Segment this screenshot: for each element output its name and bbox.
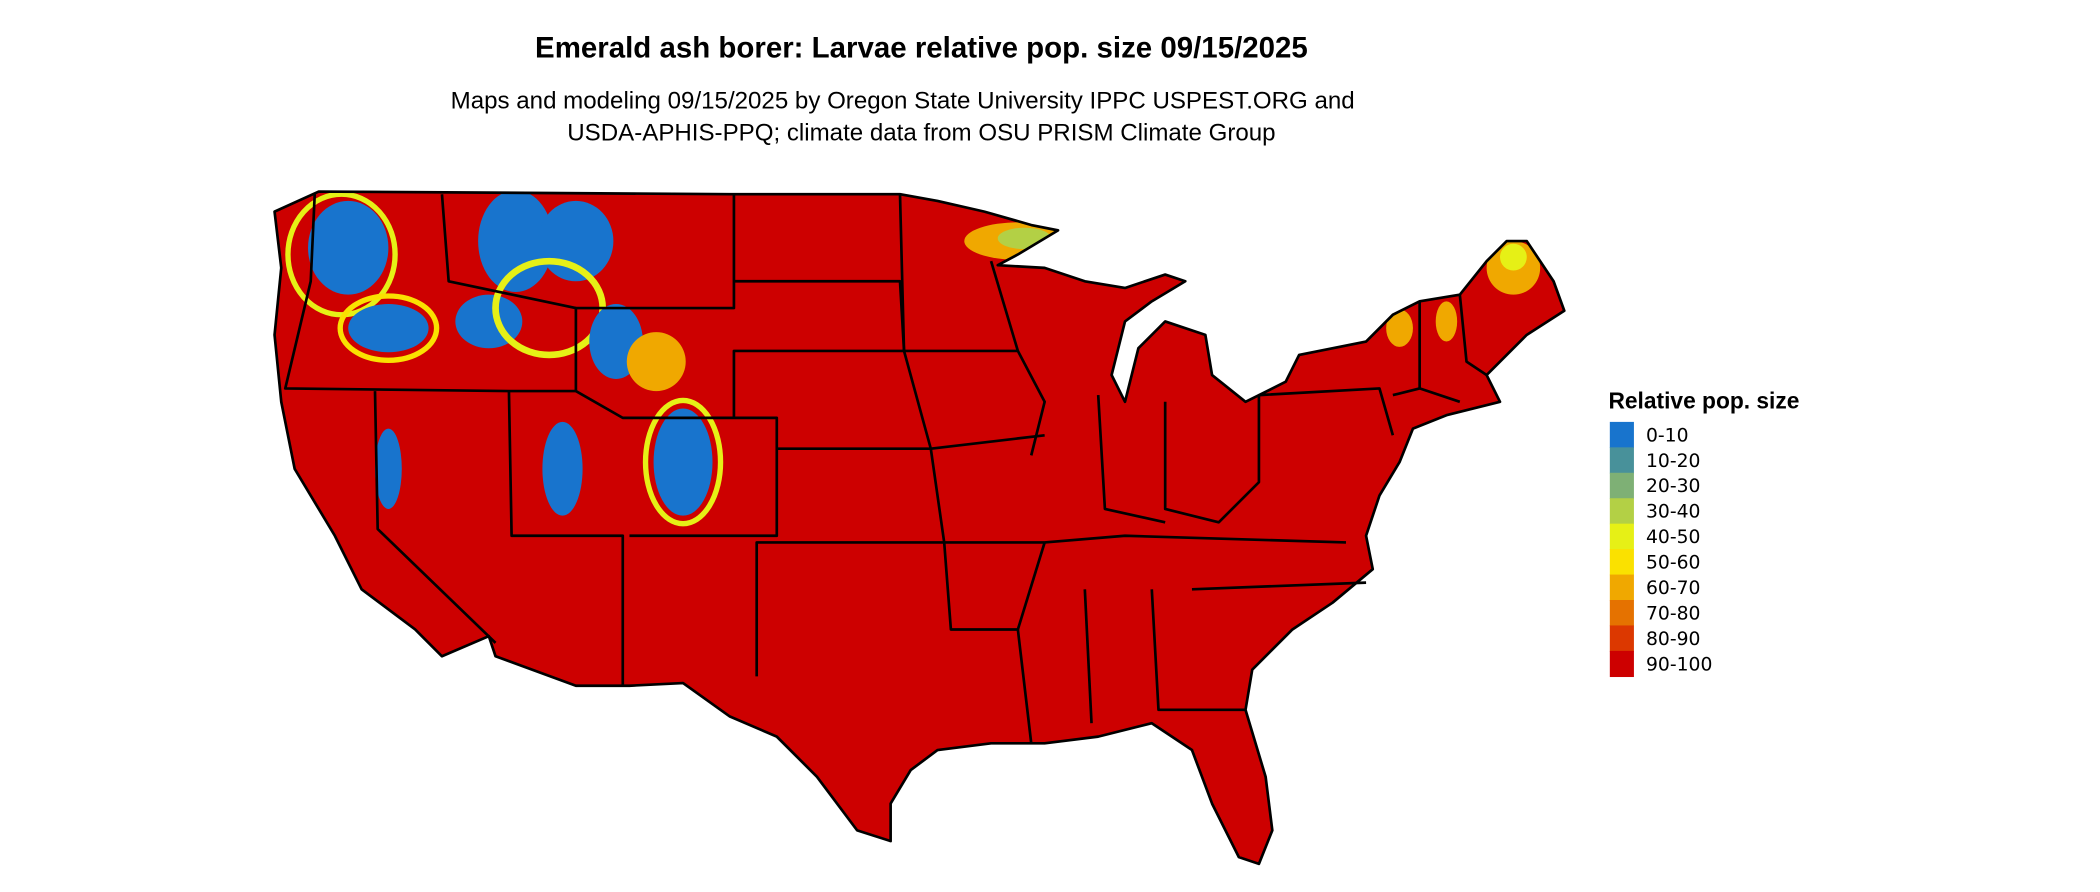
- legend-swatch: [1609, 574, 1634, 601]
- map-title: Emerald ash borer: Larvae relative pop. …: [535, 32, 1308, 65]
- legend-label: 20-30: [1646, 476, 1700, 497]
- legend-label: 80-90: [1646, 629, 1700, 650]
- legend-label: 50-60: [1646, 553, 1700, 574]
- legend-label: 60-70: [1646, 578, 1700, 599]
- legend-swatch: [1609, 421, 1634, 449]
- map-subtitle-line1: Maps and modeling 09/15/2025 by Oregon S…: [451, 88, 1355, 115]
- low-pop-areas: [285, 191, 1541, 527]
- legend: Relative pop. size 0-10 10-20 20-30 30-40 40…: [1608, 388, 1799, 678]
- legend-label: 30-40: [1646, 502, 1700, 523]
- legend-swatch: [1609, 650, 1634, 678]
- legend-swatch: [1609, 472, 1634, 499]
- legend-swatch: [1609, 549, 1634, 576]
- state-boundaries: [273, 190, 1566, 866]
- map-subtitle-line2: USDA-APHIS-PPQ; climate data from OSU PR…: [567, 120, 1275, 147]
- legend-swatch: [1609, 447, 1634, 474]
- legend-swatch: [1609, 498, 1634, 525]
- legend-title: Relative pop. size: [1608, 388, 1799, 414]
- legend-swatch: [1609, 625, 1634, 652]
- legend-label: 70-80: [1646, 603, 1700, 624]
- legend-swatch: [1609, 600, 1634, 627]
- legend-label: 10-20: [1646, 451, 1700, 472]
- legend-label: 90-100: [1646, 654, 1712, 675]
- us-map: [273, 190, 1566, 866]
- legend-label: 40-50: [1646, 527, 1700, 548]
- legend-label: 0-10: [1646, 425, 1689, 446]
- legend-swatch: [1609, 523, 1634, 550]
